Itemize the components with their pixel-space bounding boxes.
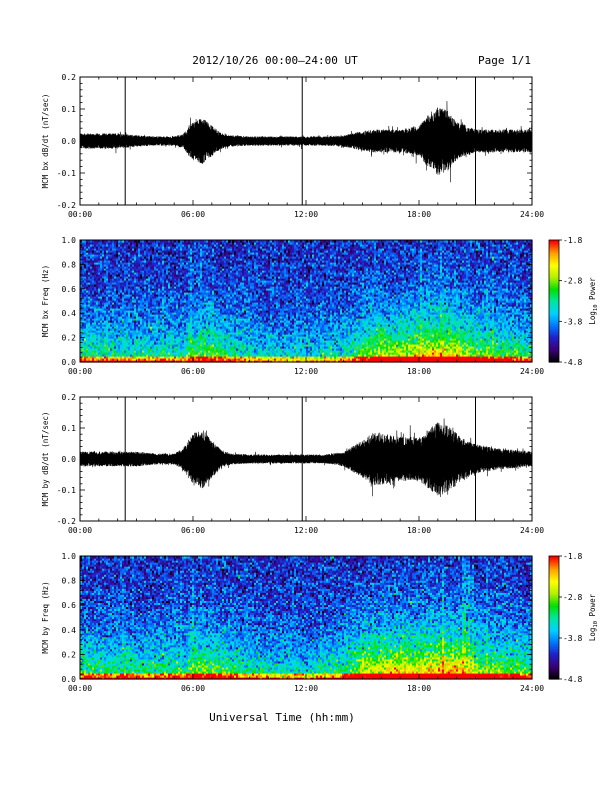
colorbar-label: Log10 Power [588, 277, 599, 325]
colorbar-label: Log10 Power [588, 593, 599, 641]
colorbar-tick-label: -1.8 [563, 552, 582, 561]
colorbar-label-tail: Power [588, 593, 597, 621]
colorbar-tick-label: -3.8 [563, 634, 582, 643]
colorbar-label-sub: 10 [593, 304, 599, 311]
y-tick-label: 0.8 [62, 260, 77, 269]
y-tick-label: 0.6 [62, 601, 77, 610]
x-tick-label: 06:00 [181, 684, 205, 693]
x-tick-label: 12:00 [294, 684, 318, 693]
colorbar-label-main: Log [588, 311, 597, 325]
y-tick-label: 0.2 [62, 334, 77, 343]
colorbar-tick-label: -2.8 [563, 593, 582, 602]
y-tick-label: 0.0 [62, 455, 77, 464]
y-tick-label: 0.2 [62, 393, 77, 402]
y-tick-label: 0.0 [62, 137, 77, 146]
spectrogram-cells [80, 240, 533, 363]
y-axis-label: MCM bx Freq (Hz) [41, 265, 50, 337]
colorbar-label-sub: 10 [593, 621, 599, 628]
x-tick-label: 18:00 [407, 367, 431, 376]
x-tick-label: 00:00 [68, 210, 92, 219]
x-tick-label: 00:00 [68, 526, 92, 535]
panel-bx-dbdt: 00:00 06:00 12:00 18:00 24:00 -0.2 -0.1 0.0 0.1 0… [41, 73, 544, 219]
y-tick-label: 0.4 [62, 309, 77, 318]
colorbar-by: -1.8 -2.8 -3.8 -4.8 Log10 Power [549, 552, 599, 684]
colorbar-tick-label: -2.8 [563, 277, 582, 286]
x-tick-label: 12:00 [294, 210, 318, 219]
dbdt-trace [80, 418, 532, 497]
y-tick-label: 0.0 [62, 675, 77, 684]
panel-by-dbdt: 00:00 06:00 12:00 18:00 24:00 -0.2 -0.1 0.0 0.1 0… [41, 393, 544, 535]
y-tick-label: 0.1 [62, 424, 77, 433]
colorbar-label-tail: Power [588, 277, 597, 305]
colorbar-bx: -1.8 -2.8 -3.8 -4.8 Log10 Power [549, 236, 599, 367]
y-tick-label: 0.6 [62, 285, 77, 294]
colorbar-tick-label: -4.8 [563, 675, 582, 684]
y-tick-label: 0.1 [62, 105, 77, 114]
y-tick-label: 1.0 [62, 236, 77, 245]
x-axis-label: Universal Time (hh:mm) [209, 711, 355, 724]
figure-title: 2012/10/26 00:00–24:00 UT [192, 54, 358, 67]
x-tick-label: 18:00 [407, 526, 431, 535]
y-tick-label: 0.4 [62, 626, 77, 635]
y-tick-label: 0.8 [62, 577, 77, 586]
x-tick-label: 06:00 [181, 367, 205, 376]
y-tick-label: -0.2 [57, 201, 76, 210]
x-tick-label: 24:00 [520, 684, 544, 693]
x-tick-label: 12:00 [294, 526, 318, 535]
spectrogram-cells [80, 556, 533, 680]
y-tick-label: 0.2 [62, 73, 77, 82]
x-tick-label: 24:00 [520, 210, 544, 219]
y-tick-label: -0.2 [57, 517, 76, 526]
y-tick-label: 0.2 [62, 650, 77, 659]
y-tick-label: 1.0 [62, 552, 77, 561]
y-tick-label: -0.1 [57, 486, 76, 495]
y-tick-label: -0.1 [57, 169, 76, 178]
dbdt-trace [80, 101, 532, 182]
colorbar-tick-label: -4.8 [563, 358, 582, 367]
y-axis-label: MCM by Freq (Hz) [41, 581, 50, 653]
panel-by-spectrogram: 00:00 06:00 12:00 18:00 24:00 0.0 0.2 0.4 0.6 0.8… [41, 552, 544, 693]
panel-bx-spectrogram: 00:00 06:00 12:00 18:00 24:00 0.0 0.2 0.4 0.6 0.8… [41, 236, 544, 376]
page-label: Page 1/1 [478, 54, 531, 67]
x-tick-label: 06:00 [181, 526, 205, 535]
x-tick-label: 00:00 [68, 367, 92, 376]
x-tick-label: 24:00 [520, 367, 544, 376]
colorbar-tick-label: -3.8 [563, 317, 582, 326]
colorbar-label-main: Log [588, 628, 597, 642]
x-tick-label: 12:00 [294, 367, 318, 376]
x-tick-label: 18:00 [407, 210, 431, 219]
y-tick-label: 0.0 [62, 358, 77, 367]
x-tick-label: 24:00 [520, 526, 544, 535]
x-tick-label: 18:00 [407, 684, 431, 693]
y-axis-label: MCM bx dB/dt (nT/sec) [41, 94, 50, 189]
colorbar-tick-label: -1.8 [563, 236, 582, 245]
y-axis-label: MCM by dB/dt (nT/sec) [41, 412, 50, 507]
x-tick-label: 00:00 [68, 684, 92, 693]
x-tick-label: 06:00 [181, 210, 205, 219]
